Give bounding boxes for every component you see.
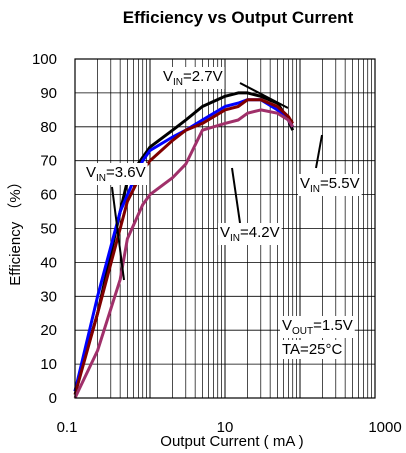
series-line-4: [73, 108, 294, 399]
x-tick-label: 1000: [368, 419, 401, 436]
y-tick-label: 30: [40, 288, 57, 305]
annotation-bg-vout: [280, 316, 355, 338]
annotation-pointers: [111, 82, 323, 281]
annotation-bg-v42: [218, 223, 282, 245]
series-line-3: [73, 98, 294, 396]
annotation-bg-v36: [84, 163, 148, 185]
chart-title: Efficiency vs Output Current: [123, 8, 354, 27]
x-tick-label: 10: [217, 419, 234, 436]
y-tick-label: 70: [40, 153, 57, 170]
annotation-v27: VIN=2.7V: [163, 68, 223, 88]
annotation-v36: VIN=3.6V: [86, 164, 146, 184]
pointer-v42: [231, 167, 241, 224]
y-tick-label: 0: [49, 390, 57, 407]
y-axis-label: Efficiency （%）: [7, 174, 24, 285]
annotation-bg-v27: [161, 67, 225, 89]
pointer-v55: [315, 134, 323, 169]
x-tick-label: 0.1: [57, 419, 78, 436]
annotation-v55: VIN=5.5V: [300, 175, 360, 195]
y-tick-label: 90: [40, 85, 57, 102]
y-tick-label: 50: [40, 221, 57, 238]
y-tick-label: 10: [40, 356, 57, 373]
y-tick-label: 60: [40, 187, 57, 204]
y-tick-label: 100: [32, 51, 57, 68]
y-tick-label: 40: [40, 254, 57, 271]
x-axis-label: Output Current ( mA ): [160, 433, 303, 450]
series-line-1: [73, 91, 295, 392]
annotation-bg-ta: [280, 340, 345, 359]
series-line-2: [73, 98, 294, 392]
pointer-v27: [239, 82, 289, 109]
annotation-layer: VIN=2.7V VIN=3.6V VIN=4.2V VIN=5.5V VOUT=1.5…: [84, 67, 362, 359]
y-tick-labels: 0 10 20 30 40 50 60 70 80 90 100: [32, 51, 57, 407]
annotation-v42: VIN=4.2V: [220, 224, 280, 244]
pointer-v36: [111, 186, 125, 281]
annotation-ta: TA=25°C: [282, 341, 342, 358]
x-tick-labels: 0.1 10 1000: [57, 419, 402, 436]
y-tick-label: 20: [40, 322, 57, 339]
annotation-vout: VOUT=1.5V: [282, 317, 353, 337]
annotation-bg-v55: [298, 174, 362, 196]
y-tick-label: 80: [40, 119, 57, 136]
plot-frame: [74, 58, 376, 399]
series-layer: [73, 91, 295, 399]
